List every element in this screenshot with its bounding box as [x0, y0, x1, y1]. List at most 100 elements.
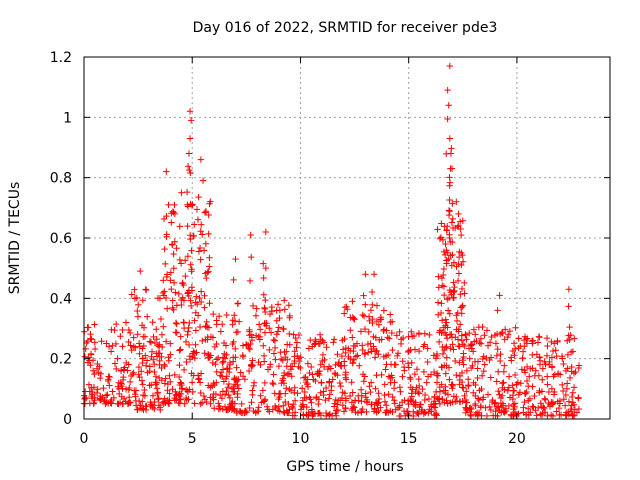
data-point	[106, 382, 113, 389]
data-point-peak	[188, 247, 195, 254]
data-point	[449, 398, 456, 406]
data-point	[207, 198, 214, 205]
data-point	[247, 331, 255, 338]
data-point-peak	[444, 115, 451, 123]
data-point	[424, 373, 432, 380]
data-point	[223, 387, 230, 395]
data-point	[280, 297, 288, 304]
data-point	[456, 218, 464, 225]
data-point	[472, 331, 479, 338]
data-point	[317, 361, 324, 368]
data-point	[348, 379, 355, 386]
data-point	[153, 326, 160, 333]
data-point	[435, 273, 442, 280]
data-point	[222, 342, 230, 349]
data-point	[563, 380, 571, 387]
data-point	[575, 364, 582, 372]
data-point	[206, 254, 213, 261]
data-point	[397, 412, 405, 420]
data-point	[416, 404, 423, 411]
data-point	[163, 231, 170, 238]
data-point	[341, 310, 348, 317]
data-point	[143, 357, 151, 364]
data-point	[527, 409, 534, 416]
data-point	[111, 360, 119, 367]
data-point	[425, 395, 433, 403]
data-point	[380, 327, 387, 335]
data-point	[544, 373, 551, 380]
data-point	[456, 376, 463, 384]
data-point	[82, 345, 89, 353]
data-point	[218, 395, 226, 402]
data-point	[542, 360, 549, 368]
data-point	[176, 361, 183, 369]
data-point-peak	[197, 256, 204, 263]
data-point	[167, 351, 174, 358]
data-point	[378, 336, 385, 343]
data-point	[456, 343, 463, 350]
data-point	[254, 408, 262, 415]
data-point	[437, 234, 445, 241]
data-point-peak	[198, 221, 205, 228]
data-point	[307, 336, 314, 344]
data-point	[289, 404, 296, 412]
data-point	[151, 360, 158, 368]
data-point	[232, 354, 239, 361]
data-point	[463, 336, 470, 343]
data-point	[474, 395, 482, 402]
data-point	[486, 403, 493, 411]
data-point	[87, 350, 95, 358]
data-point	[199, 337, 206, 345]
data-point	[193, 206, 201, 213]
data-point	[510, 340, 518, 347]
data-point-peak	[359, 311, 366, 319]
data-point-peak	[566, 323, 573, 331]
data-point	[570, 370, 578, 377]
data-point	[389, 346, 396, 354]
data-point	[158, 377, 166, 384]
data-point	[335, 358, 343, 366]
data-point	[447, 345, 454, 352]
data-point	[264, 406, 272, 413]
data-point	[154, 341, 162, 349]
data-point	[108, 400, 115, 407]
data-point-peak	[350, 347, 357, 355]
data-point	[408, 328, 415, 335]
data-point-peak	[160, 292, 168, 299]
data-point	[128, 291, 135, 298]
data-point	[487, 406, 495, 414]
data-point	[146, 363, 154, 370]
data-point	[373, 317, 381, 325]
data-point-peak	[178, 301, 185, 309]
data-point	[300, 412, 307, 419]
data-point	[109, 342, 116, 349]
data-point	[568, 393, 576, 401]
data-point	[183, 396, 190, 404]
data-point	[279, 325, 287, 332]
data-point	[505, 373, 513, 380]
data-point	[277, 349, 284, 356]
data-point	[119, 326, 126, 334]
data-point	[271, 390, 278, 397]
data-point-peak	[169, 241, 176, 249]
data-point	[289, 363, 296, 370]
data-point	[443, 354, 451, 361]
data-point	[496, 391, 503, 398]
data-point	[158, 331, 166, 338]
data-point	[219, 366, 227, 373]
data-point-peak	[449, 200, 456, 207]
data-point	[285, 400, 292, 408]
data-point	[134, 307, 141, 315]
data-point	[275, 403, 283, 410]
data-point	[459, 251, 466, 259]
data-point	[157, 315, 165, 323]
data-point	[341, 358, 348, 365]
data-point-peak	[455, 260, 462, 268]
data-point	[166, 390, 173, 397]
data-point	[149, 404, 156, 411]
data-point	[413, 366, 421, 373]
data-point	[283, 407, 290, 414]
data-point-peak	[362, 271, 369, 278]
data-point	[568, 363, 575, 371]
data-point-peak	[178, 189, 185, 196]
